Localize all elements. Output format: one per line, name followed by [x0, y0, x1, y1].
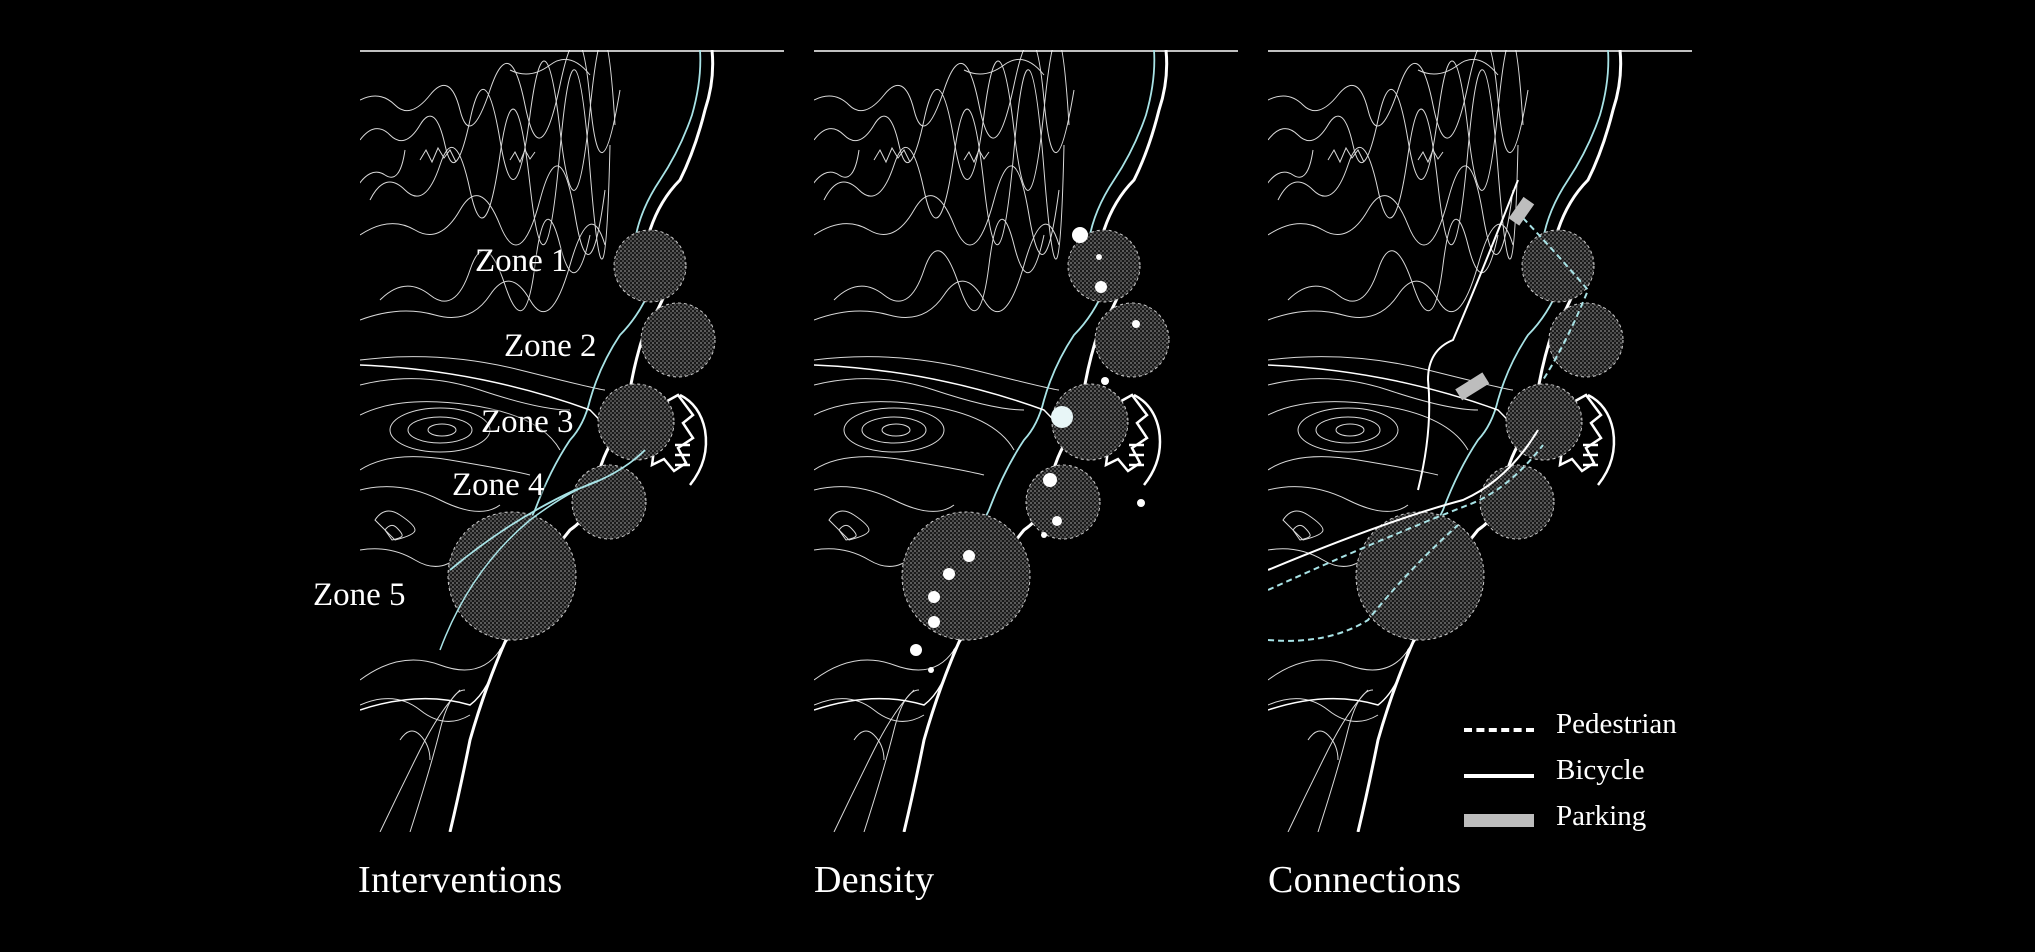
panel-title-connections: Connections	[1268, 859, 1462, 901]
legend-item-parking: Parking	[1462, 798, 1702, 844]
map-interventions	[360, 50, 784, 832]
panel-title-density: Density	[814, 859, 935, 901]
zone-label-3: Zone 3	[481, 404, 574, 440]
parking-bar-icon	[1464, 814, 1534, 827]
legend-label-pedestrian: Pedestrian	[1556, 708, 1677, 740]
pedestrian-line-icon	[1464, 728, 1534, 732]
zone-label-2: Zone 2	[504, 328, 597, 364]
map-legend: Pedestrian Bicycle Parking	[1462, 706, 1702, 844]
legend-label-bicycle: Bicycle	[1556, 754, 1645, 786]
zone-label-4: Zone 4	[452, 467, 545, 503]
legend-item-pedestrian: Pedestrian	[1462, 706, 1702, 752]
bicycle-line-icon	[1464, 774, 1534, 778]
map-connections	[1268, 50, 1692, 832]
zone-label-5: Zone 5	[313, 577, 406, 613]
legend-label-parking: Parking	[1556, 800, 1647, 832]
map-density	[814, 50, 1238, 832]
legend-item-bicycle: Bicycle	[1462, 752, 1702, 798]
zone-label-1: Zone 1	[475, 243, 568, 279]
panel-title-interventions: Interventions	[358, 859, 563, 901]
